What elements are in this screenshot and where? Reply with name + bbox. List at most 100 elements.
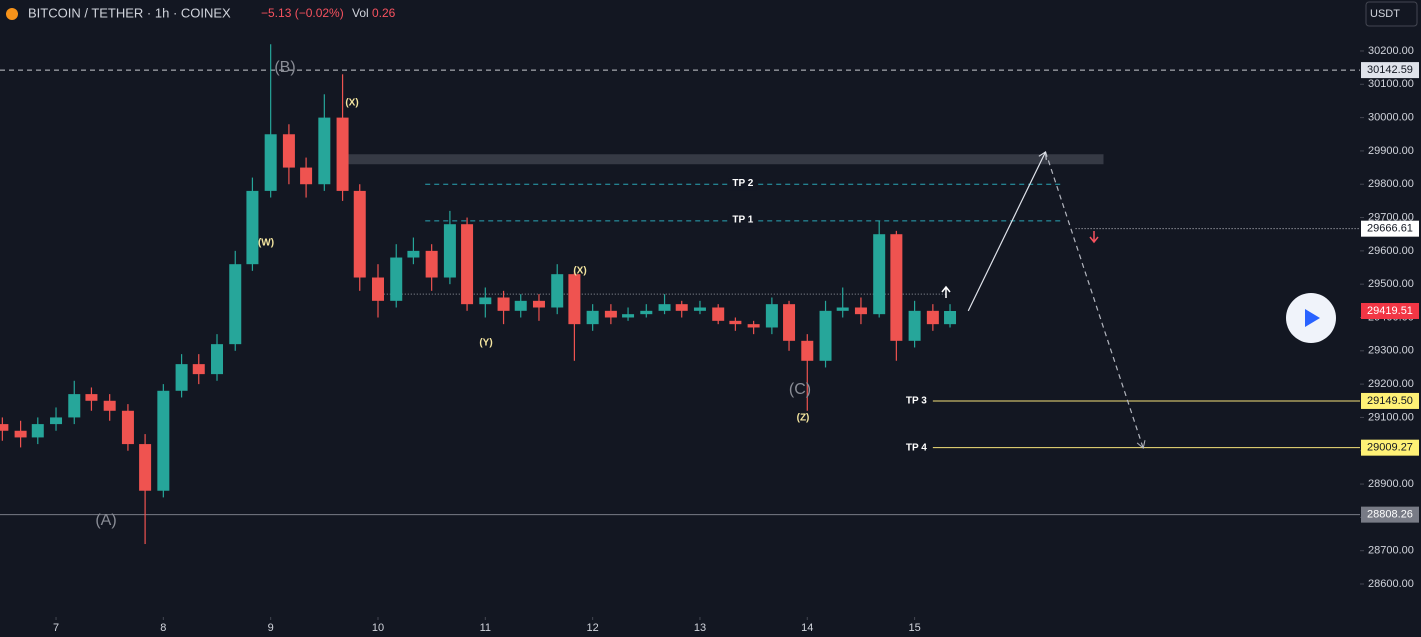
vol: 0.26	[372, 6, 396, 20]
y-tick-label: 29900.00	[1368, 145, 1414, 157]
y-tick-label: 28700.00	[1368, 545, 1414, 557]
wave-label: (A)	[95, 512, 116, 529]
candle-body	[282, 134, 295, 168]
x-tick-label: 11	[480, 622, 491, 634]
wave-label: (Y)	[479, 338, 492, 349]
candle-body	[461, 224, 474, 305]
candle-body	[318, 117, 331, 185]
plot: TP 3 TP 4 TP 1 TP 2	[0, 44, 1360, 545]
candle-body	[890, 234, 903, 341]
x-tick-label: 13	[694, 622, 706, 634]
candle-body	[873, 234, 886, 315]
y-tick-label: 29500.00	[1368, 278, 1414, 290]
currency-button[interactable]	[1365, 1, 1418, 27]
candle-body	[264, 134, 277, 191]
y-tick-label: 29100.00	[1368, 411, 1414, 423]
wave-label: (B)	[274, 59, 295, 76]
candle-body	[551, 274, 564, 308]
candle-body	[801, 340, 814, 361]
candle-body	[819, 310, 832, 361]
price-tag-label: 29666.61	[1367, 223, 1413, 235]
candle-body	[246, 190, 259, 265]
candle-body	[640, 310, 653, 315]
wave-label: (W)	[258, 238, 274, 249]
candle-body	[854, 307, 867, 315]
price-tag-label: 30142.59	[1367, 64, 1413, 76]
price-tag	[1361, 392, 1419, 409]
candle-body	[139, 444, 152, 491]
projection-down	[1044, 151, 1144, 449]
candle-body	[390, 257, 403, 301]
candle-body	[103, 400, 116, 411]
wave-label: (X)	[573, 266, 586, 277]
arrow-head	[1038, 151, 1047, 160]
projection-up	[967, 151, 1047, 312]
candle-body	[211, 344, 224, 375]
price-tag-label: 29419.51	[1367, 305, 1413, 317]
x-tick-label: 7	[53, 622, 59, 634]
up-arrow	[941, 285, 951, 298]
candle-body	[783, 304, 796, 341]
candle-body	[353, 190, 366, 278]
candle-body	[85, 394, 98, 401]
y-tick-label: 30200.00	[1368, 45, 1414, 57]
price-tag	[1361, 62, 1419, 79]
label-bg	[728, 178, 757, 191]
candle-body	[68, 394, 81, 418]
candle-body	[300, 167, 313, 185]
candle-body	[371, 277, 384, 301]
x-tick-label: 10	[372, 622, 384, 634]
label-bg	[728, 214, 757, 227]
candle-body	[747, 324, 760, 328]
price-tag-label: 29149.50	[1367, 395, 1413, 407]
candle-body	[121, 410, 134, 445]
y-tick-label: 29800.00	[1368, 178, 1414, 190]
vol-label: Vol	[352, 6, 369, 20]
x-tick-label: 9	[268, 622, 274, 634]
candle-body	[479, 297, 492, 305]
y-tick-label: 29200.00	[1368, 378, 1414, 390]
coin-icon	[6, 8, 18, 20]
candle-body	[658, 304, 671, 311]
zone	[342, 154, 1104, 165]
candle-body	[693, 307, 706, 311]
level-name: TP 3	[906, 396, 927, 407]
candle-body	[604, 310, 617, 318]
x-tick-label: 14	[801, 622, 813, 634]
y-tick-label: 30000.00	[1368, 112, 1414, 124]
x-tick-label: 8	[160, 622, 166, 634]
candle-body	[514, 300, 527, 311]
change: −5.13 (−0.02%)	[261, 6, 344, 20]
candle-body	[944, 310, 957, 325]
wave-label: (Z)	[797, 413, 810, 424]
candle-body	[425, 250, 438, 278]
candle-body	[568, 274, 581, 325]
candle-body	[712, 307, 725, 321]
level-name: TP 1	[732, 215, 753, 226]
y-tick-label: 29300.00	[1368, 345, 1414, 357]
y-tick-label: 28600.00	[1368, 578, 1414, 590]
down-arrow	[1089, 231, 1099, 244]
candle-body	[836, 307, 849, 311]
y-tick-label: 29700.00	[1368, 211, 1414, 223]
candle-body	[229, 264, 242, 345]
candle-body	[622, 314, 635, 318]
candle-body	[675, 304, 688, 311]
wave-label: (X)	[345, 98, 358, 109]
candle-body	[926, 310, 939, 325]
candle-body	[157, 390, 170, 491]
symbol: BITCOIN / TETHER · 1h · COINEX	[28, 5, 231, 20]
candle-body	[765, 304, 778, 328]
play-icon	[1305, 309, 1320, 327]
candle-body	[729, 320, 742, 325]
candle-body	[31, 424, 44, 438]
candle-body	[192, 364, 205, 375]
candle-body	[14, 430, 27, 438]
candle-body	[908, 310, 921, 341]
y-tick-label: 28900.00	[1368, 478, 1414, 490]
price-tag	[1361, 439, 1419, 456]
x-tick-label: 15	[908, 622, 920, 634]
candle-body	[407, 250, 420, 258]
